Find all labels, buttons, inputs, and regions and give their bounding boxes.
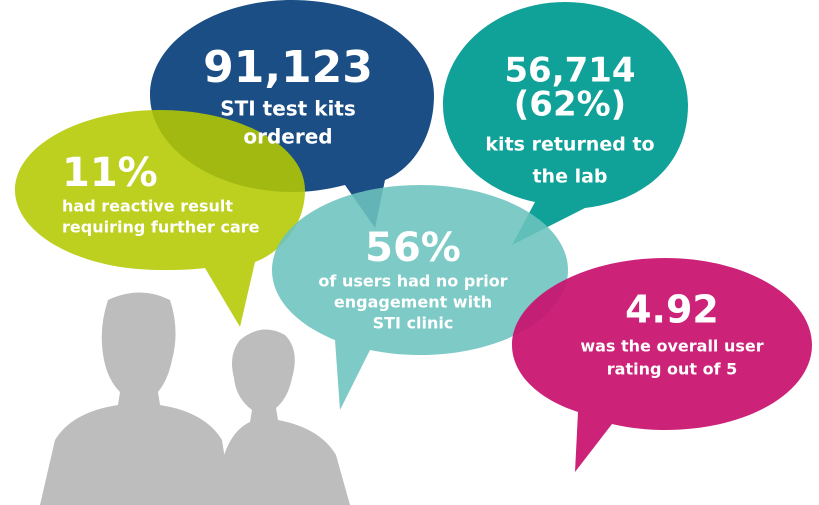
caption: had reactive result [62,197,233,216]
caption: was the overall user [580,337,763,356]
caption: STI test kits [220,97,356,121]
infographic: 91,123STI test kitsordered56,714(62%)kit… [0,0,819,505]
headline: 4.92 [625,288,719,332]
caption: ordered [243,125,332,149]
caption: the lab [532,166,607,188]
headline: (62%) [514,85,626,125]
caption: rating out of 5 [607,360,738,379]
caption: STI clinic [373,314,454,333]
caption: requiring further care [62,218,260,237]
headline: 11% [62,150,158,196]
headline: 56% [365,225,461,271]
silhouettes [40,293,350,505]
caption: kits returned to [485,134,654,156]
woman-silhouette [215,330,350,505]
headline: 91,123 [203,42,373,93]
page: 91,123STI test kitsordered56,714(62%)kit… [0,0,819,505]
caption: engagement with [334,293,492,312]
man-silhouette [40,293,232,505]
caption: of users had no prior [318,272,507,291]
